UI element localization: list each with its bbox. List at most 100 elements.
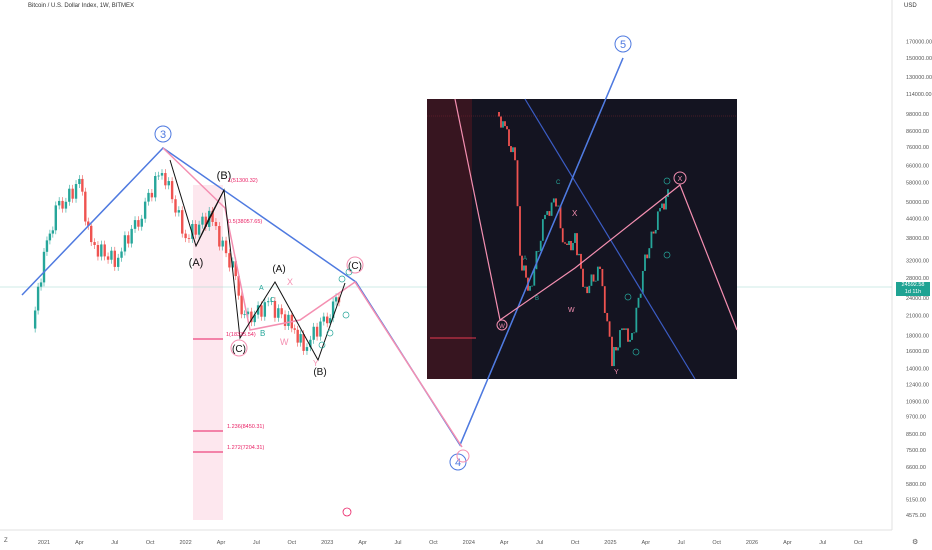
inset-candle-body xyxy=(574,233,576,243)
candle-body xyxy=(42,251,46,283)
inset-candle-body xyxy=(533,269,536,286)
inset-label-W-circle: W xyxy=(496,319,508,331)
inset-blue-diag-1 xyxy=(524,98,696,380)
candle-body xyxy=(273,300,277,318)
y-tick-label: 98000.00 xyxy=(906,112,929,118)
x-tick-label: 2023 xyxy=(321,540,333,546)
candle-body xyxy=(170,181,174,200)
label-A-second: (A) xyxy=(272,264,285,275)
inset-candles-group xyxy=(498,112,669,367)
y-tick-label: 16000.00 xyxy=(906,349,929,355)
candle-body xyxy=(240,295,243,315)
inset-label-W: W xyxy=(568,307,575,314)
y-tick-label: 38000.00 xyxy=(906,236,929,242)
candle-body xyxy=(127,235,130,244)
inset-label-Y: Y xyxy=(614,369,619,376)
candle-body xyxy=(154,175,157,198)
fib-label-1b: 1(18335.54) xyxy=(226,332,256,338)
fib-label-1: 1(51300.32) xyxy=(228,178,258,184)
y-tick-label: 28000.00 xyxy=(906,276,929,282)
candle-body xyxy=(319,321,322,337)
y-tick-label: 58000.00 xyxy=(906,180,929,186)
inset-candle-body xyxy=(502,121,504,128)
wave-label-5: 5 xyxy=(614,35,632,53)
candle-body xyxy=(181,210,184,234)
candle-body xyxy=(299,334,302,343)
candle-body xyxy=(147,192,150,202)
inset-candle-body xyxy=(590,274,593,286)
label-C-second: (C) xyxy=(346,256,364,274)
y-tick-label: 150000.00 xyxy=(906,56,932,62)
inset-candle-body xyxy=(601,268,604,287)
inset-candle-body xyxy=(594,280,597,282)
inset-shaded-area xyxy=(427,99,472,379)
x-tick-label: 2024 xyxy=(463,540,475,546)
settings-gear-icon[interactable]: ⚙ xyxy=(912,539,919,546)
label-C-main: (C) xyxy=(230,339,248,357)
candle-body xyxy=(309,339,312,348)
label-B-small: B xyxy=(260,329,265,338)
y-tick-label: 24000.00 xyxy=(906,296,929,302)
inset-candle-body xyxy=(508,129,510,147)
candle-body xyxy=(302,334,305,351)
y-tick-label: 86000.00 xyxy=(906,129,929,135)
inset-label-X: X xyxy=(572,209,578,218)
candle-body xyxy=(78,178,81,185)
inset-candle-body xyxy=(586,286,589,294)
candle-body xyxy=(48,233,52,241)
y-tick-label: 5150.00 xyxy=(906,497,926,503)
candle-body xyxy=(54,205,57,231)
inset-candle-body xyxy=(529,285,531,291)
inset-candle-body xyxy=(617,347,619,351)
inset-candle-body xyxy=(548,211,551,216)
wave-label-5-text: 5 xyxy=(620,39,626,51)
candle-body xyxy=(130,228,133,244)
inset-candle-body xyxy=(546,211,549,215)
inset-candle-body xyxy=(623,328,625,330)
candle-body xyxy=(211,210,214,222)
inset-candle-body xyxy=(625,328,627,330)
inset-candle-body xyxy=(521,255,523,271)
label-C-main-text: (C) xyxy=(232,344,246,355)
x-tick-label: Jul xyxy=(678,540,685,546)
fib-label-1236: 1.236(8450.31) xyxy=(227,424,264,430)
candle-body xyxy=(150,192,154,198)
inset-candle-body xyxy=(633,332,636,334)
y-tick-label: 114000.00 xyxy=(906,92,932,98)
candle-body xyxy=(322,316,326,322)
inset-label-A: A xyxy=(523,256,527,262)
candle-body xyxy=(157,175,160,177)
candle-body xyxy=(120,251,123,258)
inset-candle-body xyxy=(615,347,617,351)
chart-title: Bitcoin / U.S. Dollar Index, 1W, BITMEX xyxy=(28,3,135,9)
candle-body xyxy=(326,316,329,324)
x-tick-label: Oct xyxy=(712,540,721,546)
inset-candle-body xyxy=(588,285,591,294)
inset-candle-body xyxy=(606,312,609,322)
candle-body xyxy=(113,250,116,267)
y-tick-label: 18000.00 xyxy=(906,334,929,340)
timezone-toggle[interactable]: Z xyxy=(4,538,8,544)
inset-label-X-circle-text: X xyxy=(678,176,683,183)
y-tick-label: 7500.00 xyxy=(906,448,926,454)
inset-candle-body xyxy=(582,268,584,287)
inset-candle-body xyxy=(644,254,646,271)
inset-candle-body xyxy=(570,240,572,251)
inset-candle-body xyxy=(550,202,553,216)
label-B-main: (B) xyxy=(217,170,232,182)
candle-body xyxy=(106,256,110,260)
x-tick-label: Jul xyxy=(536,540,543,546)
x-tick-label: 2021 xyxy=(38,540,50,546)
x-tick-label: Apr xyxy=(217,540,226,546)
x-axis-ticks: 2021 Apr Jul Oct 2022 Apr Jul Oct 2023 Apr Jul Oct 2… xyxy=(38,540,863,546)
inset-candle-body xyxy=(656,211,659,230)
candle-body xyxy=(110,250,113,260)
x-tick-label: Apr xyxy=(358,540,367,546)
candle-body xyxy=(253,314,256,323)
inset-candle-body xyxy=(637,297,640,308)
inset-candle-body xyxy=(498,112,500,117)
candle-body xyxy=(293,328,296,330)
inset-candle-body xyxy=(599,266,601,269)
